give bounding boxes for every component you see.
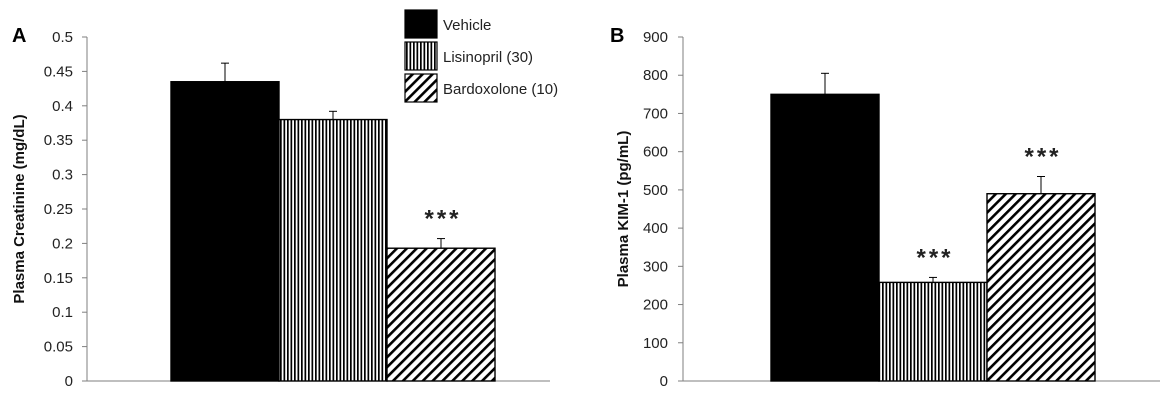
y-tick-label: 0.1	[52, 304, 73, 321]
y-tick-label: 0.35	[44, 132, 73, 149]
y-tick-label: 0.25	[44, 201, 73, 218]
bar-vehicle	[170, 81, 280, 382]
y-tick-label: 100	[643, 335, 668, 352]
bar-vehicle	[770, 93, 880, 382]
y-tick-label: 0	[660, 373, 668, 390]
y-tick-label: 0.15	[44, 270, 73, 287]
y-tick-label: 500	[643, 182, 668, 199]
y-tick-label: 900	[643, 29, 668, 46]
legend-label: Lisinopril (30)	[443, 49, 533, 66]
legend-label: Bardoxolone (10)	[443, 81, 558, 98]
y-tick-label: 800	[643, 67, 668, 84]
bar-lisinopril	[878, 281, 988, 382]
significance-marker: ***	[424, 206, 461, 233]
y-tick-label: 0.05	[44, 339, 73, 356]
bar-lisinopril	[278, 118, 388, 382]
y-tick-label: 600	[643, 144, 668, 161]
significance-marker: ***	[1024, 144, 1061, 171]
legend-swatch-lisinopril	[404, 41, 438, 71]
panel-label-a: A	[12, 25, 26, 47]
y-tick-label: 0.4	[52, 98, 73, 115]
bar-bardoxolone	[986, 193, 1096, 382]
legend-label: Vehicle	[443, 17, 491, 34]
y-tick-label: 0	[65, 373, 73, 390]
y-tick-label: 400	[643, 220, 668, 237]
panel-label-b: B	[610, 25, 624, 47]
significance-marker: ***	[916, 244, 953, 271]
y-tick-label: 0.3	[52, 167, 73, 184]
y-axis-label: Plasma KIM-1 (pg/mL)	[615, 131, 632, 288]
y-tick-label: 300	[643, 258, 668, 275]
bar-bardoxolone	[386, 247, 496, 382]
y-tick-label: 0.2	[52, 235, 73, 252]
y-tick-label: 0.45	[44, 63, 73, 80]
y-tick-label: 0.5	[52, 29, 73, 46]
y-tick-label: 700	[643, 105, 668, 122]
y-axis-label: Plasma Creatinine (mg/dL)	[11, 114, 28, 303]
legend-swatch-bardoxolone	[404, 73, 438, 103]
legend-swatch-vehicle	[404, 9, 438, 39]
y-tick-label: 200	[643, 297, 668, 314]
